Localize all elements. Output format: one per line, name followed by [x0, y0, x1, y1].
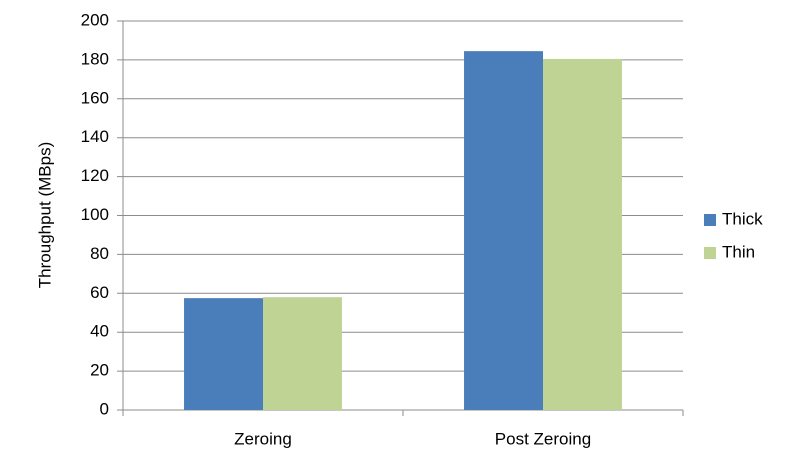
y-tick-label: 180 [81, 49, 109, 68]
y-tick-label: 80 [90, 244, 109, 263]
bar [464, 51, 543, 411]
legend-label: Thick [722, 209, 763, 228]
legend-swatch [704, 214, 716, 226]
y-tick-label: 0 [100, 399, 109, 418]
y-tick-label: 200 [81, 10, 109, 29]
bar [184, 298, 263, 410]
x-tick-label: Post Zeroing [495, 429, 591, 448]
bar [263, 297, 342, 410]
y-tick-label: 100 [81, 205, 109, 224]
bar [543, 58, 622, 411]
y-tick-label: 20 [90, 361, 109, 380]
y-axis-label: Throughput (MBps) [35, 142, 54, 288]
legend-swatch [704, 247, 716, 259]
y-tick-label: 160 [81, 88, 109, 107]
y-tick-label: 120 [81, 166, 109, 185]
legend-label: Thin [722, 242, 755, 261]
x-tick-label: Zeroing [234, 429, 292, 448]
y-tick-label: 60 [90, 283, 109, 302]
y-tick-label: 40 [90, 322, 109, 341]
y-tick-label: 140 [81, 127, 109, 146]
